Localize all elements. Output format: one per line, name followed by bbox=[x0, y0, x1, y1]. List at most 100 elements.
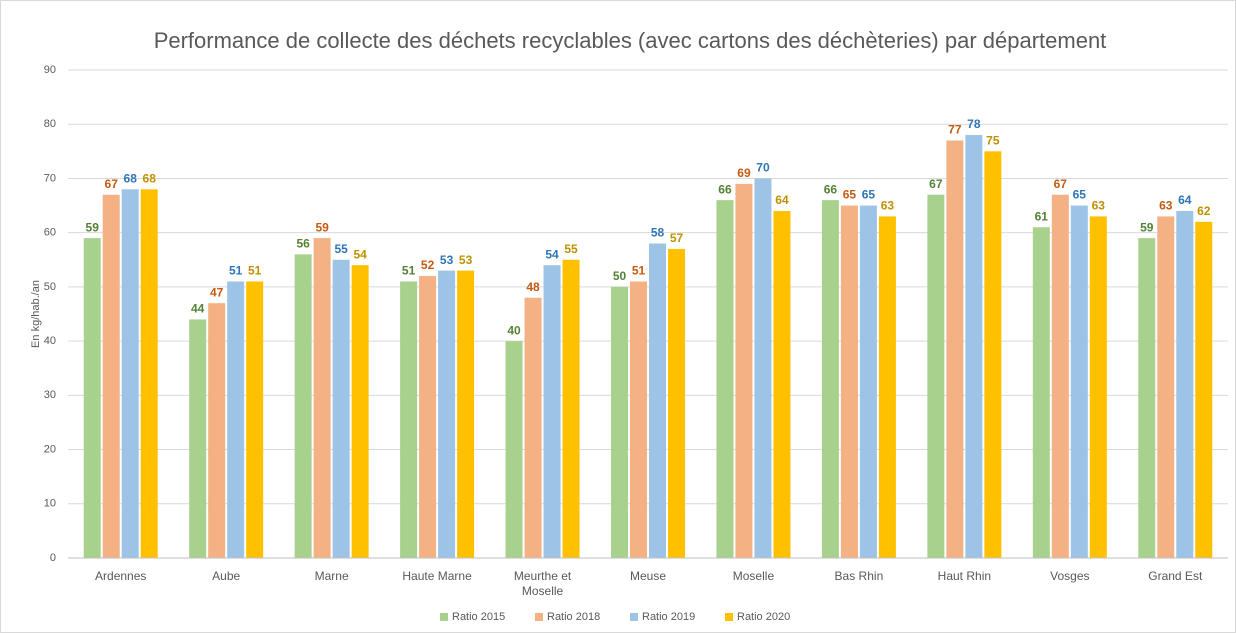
bar bbox=[140, 189, 158, 559]
bar bbox=[400, 281, 418, 558]
bar bbox=[773, 210, 791, 558]
bar bbox=[1157, 216, 1175, 558]
y-tick-label: 10 bbox=[44, 498, 56, 510]
data-label: 40 bbox=[507, 323, 521, 337]
bar bbox=[859, 205, 877, 559]
y-tick-label: 0 bbox=[50, 552, 56, 564]
bar bbox=[313, 238, 331, 559]
bar bbox=[189, 319, 207, 558]
data-label: 69 bbox=[737, 166, 751, 180]
bar bbox=[543, 265, 561, 558]
data-label: 48 bbox=[526, 280, 540, 294]
x-tick-label: Haut Rhin bbox=[937, 569, 992, 583]
x-tick-label: Bas Rhin bbox=[834, 569, 884, 583]
data-label: 56 bbox=[296, 237, 310, 251]
x-tick-label: Moselle bbox=[732, 569, 775, 583]
data-label: 63 bbox=[881, 199, 895, 213]
data-label: 51 bbox=[229, 264, 243, 278]
x-tick-label: Vosges bbox=[1050, 569, 1090, 583]
bar bbox=[332, 259, 350, 558]
data-label: 67 bbox=[929, 177, 943, 191]
data-label: 67 bbox=[1054, 177, 1068, 191]
data-label: 65 bbox=[843, 188, 857, 202]
bar bbox=[1051, 194, 1069, 558]
bar bbox=[457, 270, 475, 558]
bar bbox=[927, 194, 945, 558]
x-tick-label: Meuse bbox=[629, 569, 667, 583]
y-tick-label: 40 bbox=[44, 335, 56, 347]
bar bbox=[294, 254, 312, 558]
bar bbox=[965, 135, 983, 559]
data-label: 75 bbox=[986, 134, 1000, 148]
bar bbox=[208, 303, 226, 558]
data-label: 67 bbox=[105, 177, 119, 191]
bar bbox=[735, 183, 753, 558]
legend-swatch bbox=[440, 613, 448, 621]
bar bbox=[419, 276, 437, 558]
y-tick-label: 60 bbox=[44, 227, 56, 239]
data-label: 59 bbox=[1140, 220, 1154, 234]
bar bbox=[611, 286, 628, 558]
bar bbox=[1070, 205, 1088, 559]
data-label: 61 bbox=[1035, 209, 1049, 223]
y-tick-label: 90 bbox=[44, 64, 56, 76]
data-label: 58 bbox=[651, 226, 665, 240]
x-tick-label: Aube bbox=[212, 569, 241, 583]
data-label: 51 bbox=[248, 264, 262, 278]
legend-swatch bbox=[630, 613, 638, 621]
data-label: 47 bbox=[210, 285, 224, 299]
bar bbox=[984, 151, 1002, 559]
bar bbox=[1138, 238, 1156, 559]
data-label: 59 bbox=[315, 220, 329, 234]
legend-label: Ratio 2018 bbox=[547, 611, 600, 623]
data-label: 65 bbox=[1073, 188, 1087, 202]
bar bbox=[754, 178, 772, 558]
data-label: 64 bbox=[775, 193, 789, 207]
bar bbox=[102, 194, 120, 558]
bar bbox=[878, 216, 896, 558]
bar bbox=[1089, 216, 1107, 558]
data-label: 70 bbox=[756, 161, 770, 175]
data-label: 55 bbox=[334, 242, 348, 256]
data-label: 59 bbox=[86, 220, 100, 234]
bar bbox=[562, 259, 580, 558]
bar bbox=[840, 205, 858, 559]
data-label: 66 bbox=[824, 182, 838, 196]
bar bbox=[83, 238, 101, 559]
bar bbox=[524, 297, 542, 558]
data-label: 62 bbox=[1197, 204, 1211, 218]
bar bbox=[649, 243, 666, 558]
data-label: 55 bbox=[564, 242, 578, 256]
bar bbox=[351, 265, 369, 558]
data-label: 53 bbox=[440, 253, 454, 267]
x-tick-label: Meurthe et Moselle bbox=[513, 569, 572, 598]
data-label: 54 bbox=[545, 247, 559, 261]
data-label: 68 bbox=[124, 171, 138, 185]
data-label: 51 bbox=[402, 264, 416, 278]
x-tick-label: Ardennes bbox=[95, 569, 147, 583]
bar bbox=[505, 341, 523, 558]
bar bbox=[227, 281, 245, 558]
data-label: 63 bbox=[1159, 199, 1173, 213]
data-label: 77 bbox=[948, 123, 962, 137]
bar bbox=[821, 200, 839, 558]
bar bbox=[121, 189, 139, 559]
data-label: 51 bbox=[632, 264, 646, 278]
data-label: 50 bbox=[613, 269, 627, 283]
legend-label: Ratio 2015 bbox=[452, 611, 505, 623]
y-tick-label: 70 bbox=[44, 172, 56, 184]
data-label: 57 bbox=[670, 231, 684, 245]
data-label: 68 bbox=[143, 171, 157, 185]
y-tick-label: 20 bbox=[44, 443, 56, 455]
bar bbox=[1032, 227, 1050, 558]
data-label: 52 bbox=[421, 258, 435, 272]
bar bbox=[946, 140, 964, 558]
bar bbox=[668, 248, 685, 558]
y-tick-label: 80 bbox=[44, 118, 56, 130]
data-label: 44 bbox=[191, 302, 205, 316]
data-label: 66 bbox=[718, 182, 732, 196]
data-label: 65 bbox=[862, 188, 876, 202]
bar bbox=[1195, 221, 1213, 559]
